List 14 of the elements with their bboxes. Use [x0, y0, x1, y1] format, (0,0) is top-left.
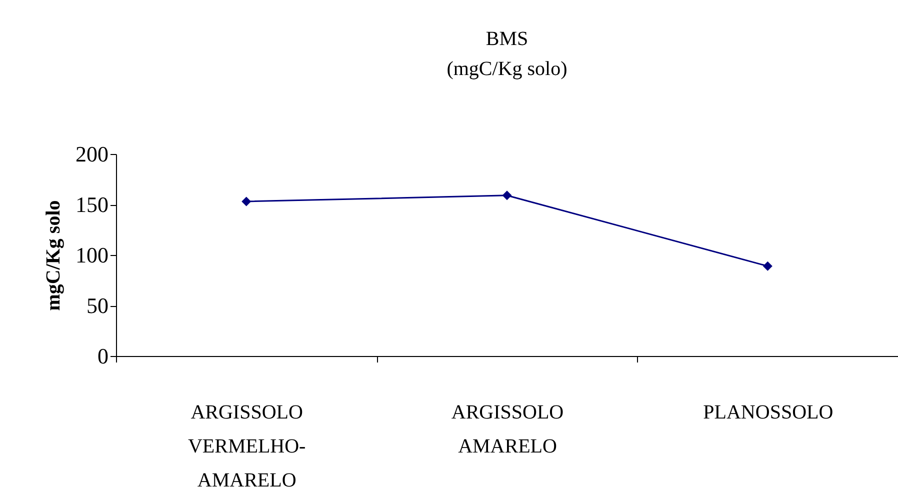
y-axis-title: mgC/Kg solo [42, 200, 64, 311]
chart-subtitle: (mgC/Kg solo) [446, 58, 568, 80]
point [502, 190, 512, 200]
chart-title: BMS [486, 28, 528, 50]
x-tick-label: ARGISSOLO AMARELO [451, 402, 564, 458]
point [762, 261, 772, 271]
y-tick-label: 0 [98, 344, 108, 368]
x-tick-label: ARGISSOLO VERMELHO-AMARELO [188, 402, 306, 492]
point [242, 196, 252, 206]
x-tick-label: PLANOSSOLO [703, 402, 834, 424]
y-tick-label: 200 [76, 142, 108, 166]
y-tick-label: 100 [76, 242, 108, 268]
y-tick-label: 150 [76, 192, 108, 217]
y-tick-label: 50 [86, 293, 108, 318]
